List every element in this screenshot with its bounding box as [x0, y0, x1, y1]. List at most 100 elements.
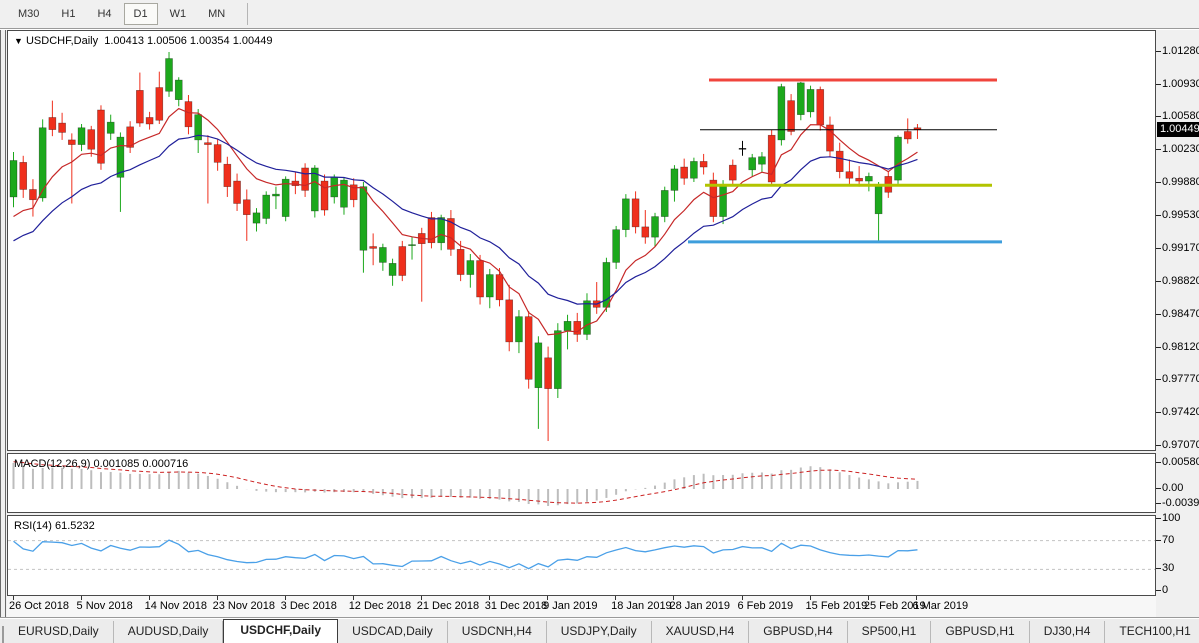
candle-body	[865, 176, 873, 182]
time-axis-tick	[741, 596, 743, 600]
macd-indicator-panel[interactable]: MACD(12,26,9) 0.001085 0.000716	[7, 453, 1156, 513]
current-price-tag: 1.00449	[1157, 121, 1199, 137]
candle-body	[437, 217, 445, 244]
candle-body	[145, 117, 154, 125]
candle-body	[680, 166, 688, 179]
price-axis-label: 0.99170	[1162, 242, 1199, 255]
symbol-tab-usdcnh[interactable]: USDCNH,H4	[448, 621, 547, 643]
time-axis-tick	[148, 596, 150, 600]
candle-body	[719, 184, 727, 217]
symbol-tab-usdchf[interactable]: USDCHF,Daily	[223, 619, 339, 643]
rsi-axis-label: 0	[1162, 584, 1169, 596]
time-axis-label: 6 Mar 2019	[912, 600, 969, 612]
candle-body	[213, 144, 222, 163]
candle-body	[758, 156, 766, 165]
symbol-tab-dj30[interactable]: DJ30,H4	[1030, 621, 1106, 643]
ma-fast-line	[13, 107, 918, 336]
candle-body	[748, 157, 757, 171]
candle-body	[233, 180, 241, 204]
candle-body	[826, 124, 834, 152]
candle-body	[379, 247, 387, 263]
symbol-tab-audusd[interactable]: AUDUSD,Daily	[114, 621, 224, 643]
price-axis-tick	[1156, 181, 1161, 183]
rsi-axis-tick	[1156, 568, 1161, 570]
timeframe-toolbar: M30 H1 H4 D1 W1 MN	[0, 0, 1199, 28]
timeframe-button-m30[interactable]: M30	[18, 8, 40, 20]
candle-body	[903, 131, 912, 140]
candle-body	[398, 246, 407, 276]
candle-body	[58, 122, 66, 133]
candle-body	[515, 316, 523, 343]
symbol-tab-gbpusd[interactable]: GBPUSD,H1	[931, 621, 1030, 643]
time-axis-tick	[809, 596, 811, 600]
rsi-axis-tick	[1156, 590, 1161, 591]
candle-body	[554, 330, 562, 389]
rsi-chart[interactable]	[8, 516, 1155, 595]
candle-body	[767, 134, 776, 183]
candle-body	[174, 79, 183, 100]
candle-body	[797, 82, 805, 115]
time-axis[interactable]: 26 Oct 2018 5 Nov 2018 14 Nov 2018 23 Nov 2…	[7, 596, 1156, 617]
candle-body	[476, 260, 484, 298]
timeframe-button-w1[interactable]: W1	[169, 8, 187, 20]
time-axis-label: 9 Jan 2019	[543, 600, 598, 612]
toolbar-divider	[0, 28, 1199, 30]
tabbar-divider	[0, 617, 1199, 619]
symbol-tab-gbpusd[interactable]: GBPUSD,H4	[749, 621, 848, 643]
candle-body	[68, 139, 76, 145]
candle-body	[155, 87, 164, 121]
candle-body	[184, 101, 193, 128]
timeframe-button-h4[interactable]: H4	[97, 8, 112, 20]
time-axis-tick	[284, 596, 286, 600]
candle-body	[622, 198, 630, 230]
candle-body	[311, 167, 319, 212]
candle-body	[320, 180, 329, 211]
candle-body	[77, 127, 86, 145]
candle-body	[48, 117, 57, 130]
price-chart-panel[interactable]: ▼ USDCHF,Daily 1.00413 1.00506 1.00354 1…	[7, 30, 1156, 451]
candle-body	[690, 161, 698, 179]
symbol-dropdown-icon[interactable]: ▼	[14, 36, 23, 46]
candle-body	[894, 136, 902, 181]
candle-body	[330, 177, 339, 198]
symbol-tab-xauusd[interactable]: XAUUSD,H4	[652, 621, 750, 643]
timeframe-button-d1[interactable]: D1	[123, 3, 158, 25]
candle-body	[660, 190, 669, 217]
symbol-tab-tech100[interactable]: TECH100,H1	[1105, 621, 1199, 643]
macd-axis-label: 0.005802	[1162, 456, 1199, 468]
macd-axis-tick	[1156, 488, 1161, 489]
time-axis-label: 26 Oct 2018	[9, 600, 69, 612]
rsi-axis-tick	[1156, 539, 1161, 541]
candle-body	[466, 260, 475, 275]
macd-axis-label: 0.00	[1162, 482, 1184, 494]
candle-body	[97, 109, 105, 164]
rsi-indicator-panel[interactable]: RSI(14) 61.5232	[7, 515, 1156, 596]
macd-chart[interactable]	[8, 454, 1155, 512]
time-axis-label: 31 Dec 2018	[484, 600, 548, 612]
price-axis-label: 1.00580	[1162, 110, 1199, 123]
timeframe-button-mn[interactable]: MN	[208, 8, 226, 20]
price-axis-label: 0.97420	[1162, 405, 1199, 418]
candle-body	[845, 171, 854, 179]
symbol-tab-sp500[interactable]: SP500,H1	[848, 621, 932, 643]
candle-body	[641, 226, 650, 238]
price-axis-tick	[1156, 83, 1161, 85]
candle-body	[524, 316, 533, 380]
candle-body	[874, 185, 883, 215]
candlestick-chart[interactable]	[8, 31, 1155, 450]
symbol-tab-usdjpy[interactable]: USDJPY,Daily	[547, 621, 652, 643]
time-axis-tick	[867, 596, 869, 600]
time-axis-label: 12 Dec 2018	[348, 600, 412, 612]
price-axis-tick	[1156, 313, 1161, 315]
rsi-axis-label: 70	[1162, 533, 1175, 546]
time-axis-tick	[216, 596, 218, 600]
candle-body	[777, 86, 786, 141]
candle-body	[165, 58, 173, 92]
price-axis-tick	[1156, 281, 1161, 283]
symbol-tab-usdcad[interactable]: USDCAD,Daily	[338, 621, 448, 643]
candle-body	[612, 229, 620, 263]
candle-body	[583, 300, 591, 335]
symbol-tab-eurusd[interactable]: EURUSD,Daily	[4, 621, 114, 643]
candle-body	[699, 161, 708, 168]
timeframe-button-h1[interactable]: H1	[61, 8, 76, 20]
